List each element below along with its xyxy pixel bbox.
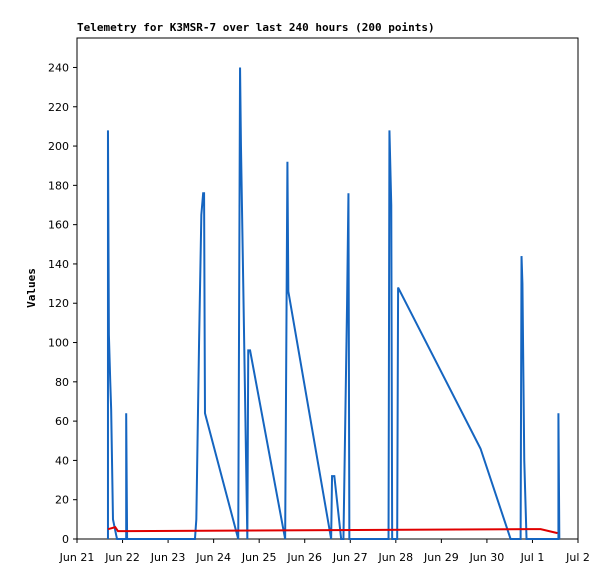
x-tick-label: Jun 22 [104,551,140,564]
data-line [106,67,561,540]
y-tick-label: 0 [62,533,69,546]
x-tick-label: Jun 23 [150,551,186,564]
x-tick-label: Jun 26 [286,551,322,564]
chart-title: Telemetry for K3MSR-7 over last 240 hour… [77,21,435,34]
y-tick-label: 120 [48,297,69,310]
x-tick-label: Jun 24 [195,551,231,564]
y-axis-label: Values [25,268,38,308]
y-tick-label: 160 [48,219,69,232]
x-tick-label: Jun 30 [469,551,505,564]
x-tick-label: Jul 2 [565,551,590,564]
y-tick-label: 180 [48,179,69,192]
x-tick-label: Jun 21 [59,551,95,564]
x-tick-label: Jun 25 [241,551,277,564]
y-tick-label: 240 [48,61,69,74]
y-tick-label: 100 [48,337,69,350]
x-tick-label: Jun 28 [377,551,413,564]
data-line [107,526,558,535]
y-tick-label: 140 [48,258,69,271]
y-tick-label: 40 [55,454,69,467]
x-tick-label: Jun 29 [423,551,459,564]
x-tick-label: Jul 1 [520,551,545,564]
y-tick-label: 220 [48,101,69,114]
plot-frame [76,37,579,540]
y-tick-label: 20 [55,494,69,507]
y-tick-label: 200 [48,140,69,153]
x-tick-label: Jun 27 [332,551,368,564]
y-tick-label: 60 [55,415,69,428]
y-tick-label: 80 [55,376,69,389]
